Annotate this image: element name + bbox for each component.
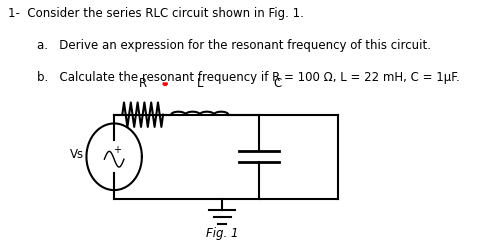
- Text: +: +: [112, 145, 121, 155]
- Text: R: R: [139, 77, 147, 90]
- Text: b.   Calculate the resonant frequency if R = 100 Ω, L = 22 mH, C = 1μF.: b. Calculate the resonant frequency if R…: [37, 71, 459, 84]
- Text: C: C: [273, 77, 281, 90]
- Text: a.   Derive an expression for the resonant frequency of this circuit.: a. Derive an expression for the resonant…: [37, 39, 431, 52]
- Text: L: L: [197, 77, 203, 90]
- Text: Fig. 1: Fig. 1: [206, 227, 239, 240]
- Text: 1-  Consider the series RLC circuit shown in Fig. 1.: 1- Consider the series RLC circuit shown…: [8, 7, 304, 20]
- Text: Vs: Vs: [71, 148, 85, 161]
